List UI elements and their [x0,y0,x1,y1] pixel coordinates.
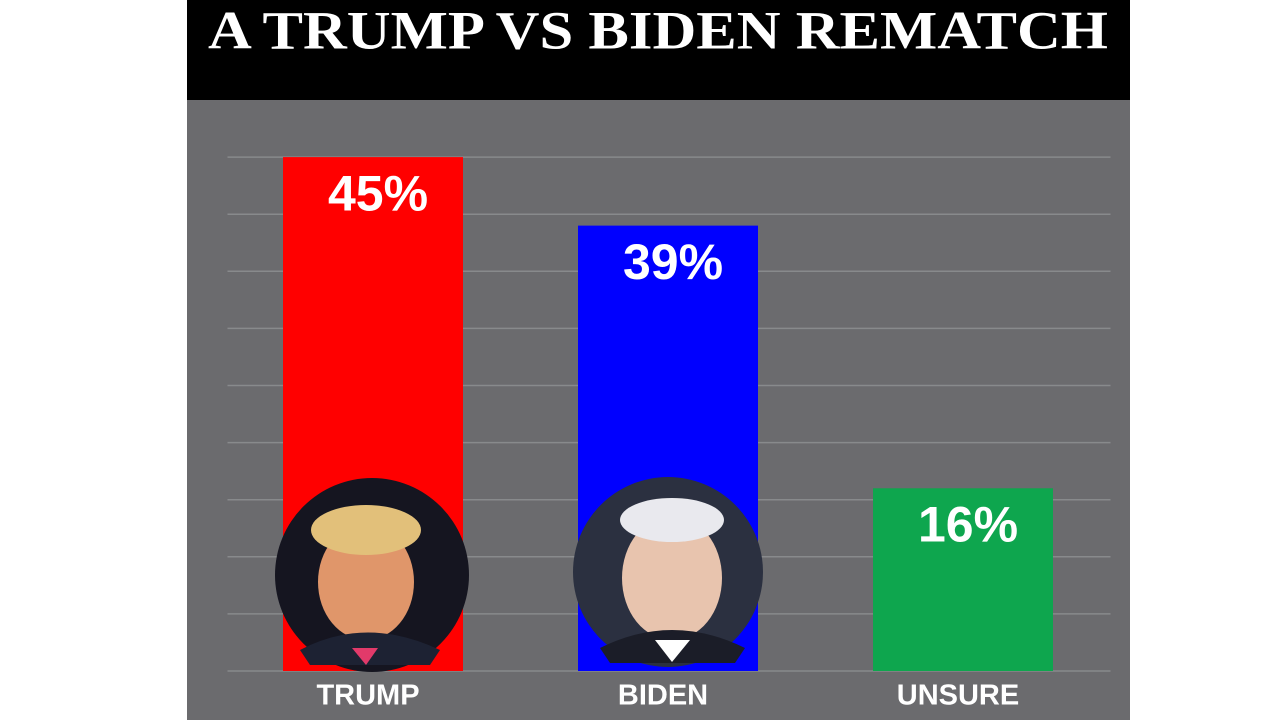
value-label: 45% [328,165,428,221]
portraits [275,477,763,672]
x-tick-label: UNSURE [897,680,1019,712]
portrait [275,478,469,672]
chart-title: A TRUMP VS BIDEN REMATCH [208,0,1108,60]
bar [873,488,1053,671]
portrait-face [318,524,414,640]
header-band [187,0,1130,100]
value-label: 16% [918,496,1018,552]
labels: TRUMP 45% BIDEN 39% UNSURE 16% [316,165,1019,711]
portrait-face [622,516,722,640]
value-label: 39% [623,234,723,290]
portrait-tie [352,648,378,665]
portrait-hair [620,498,724,542]
portrait-collar [655,640,690,662]
x-tick-label: BIDEN [618,680,708,712]
portrait [573,477,763,667]
x-tick-label: TRUMP [316,680,419,712]
portrait-hair [311,505,421,555]
